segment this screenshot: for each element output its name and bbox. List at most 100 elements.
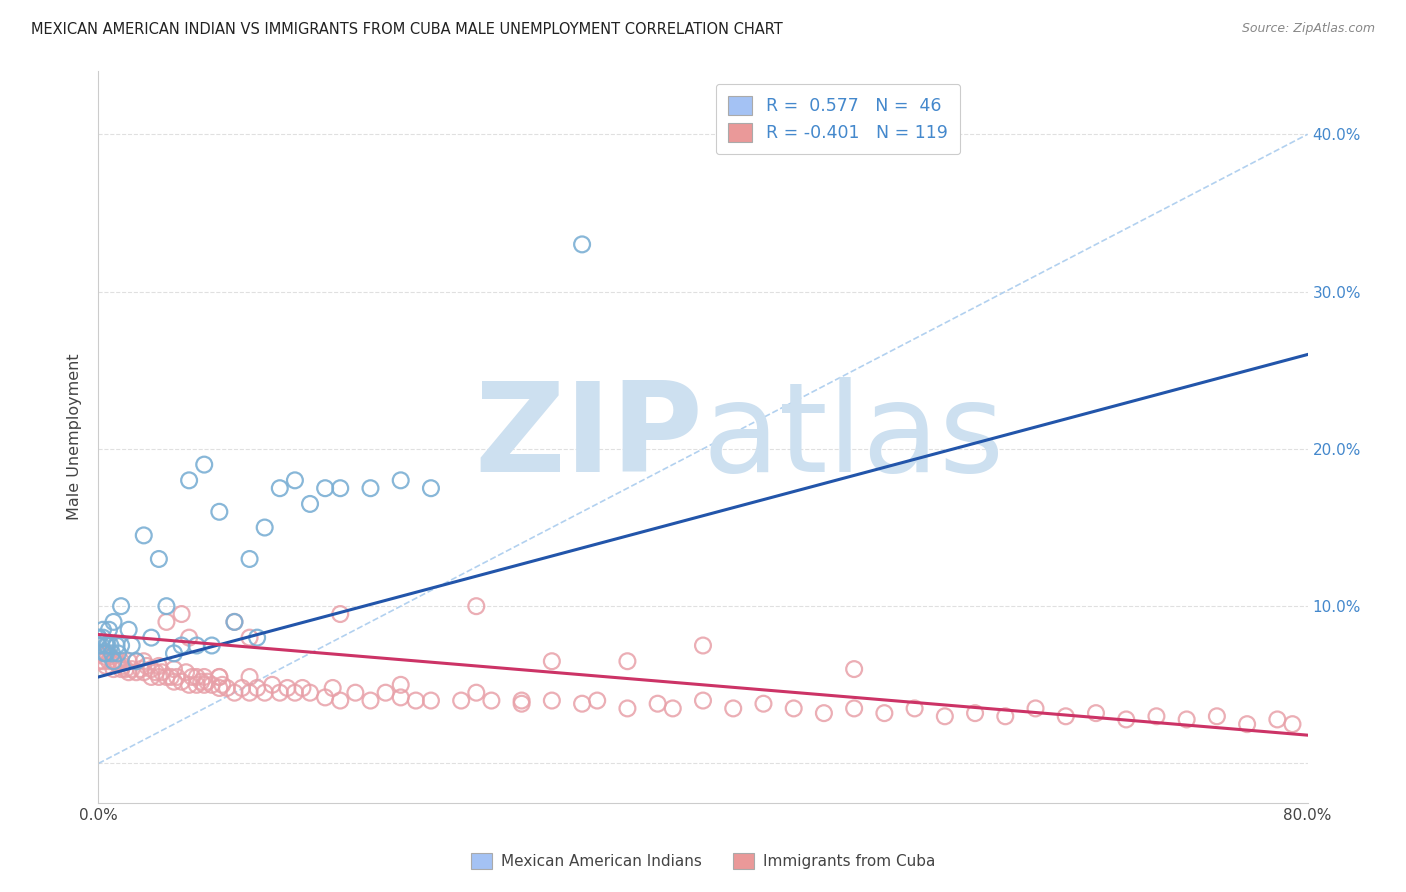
Point [125, 654, 148, 668]
Point [1054, 709, 1077, 723]
Point [420, 481, 443, 495]
Point [299, 686, 322, 700]
Point [87, 631, 110, 645]
Point [465, 686, 488, 700]
Point [314, 481, 336, 495]
Point [98, 623, 121, 637]
Point [163, 646, 186, 660]
Point [231, 681, 253, 695]
Point [269, 686, 291, 700]
Point [87, 639, 110, 653]
Point [103, 654, 125, 668]
Point [510, 693, 533, 707]
Point [450, 693, 472, 707]
Point [783, 701, 806, 715]
Point [186, 639, 208, 653]
Point [201, 639, 224, 653]
Point [284, 686, 307, 700]
Point [965, 706, 987, 720]
Point [94, 659, 117, 673]
Point [100, 649, 122, 664]
Point [215, 681, 238, 695]
Point [692, 639, 714, 653]
Point [405, 693, 427, 707]
Point [105, 654, 128, 668]
Point [934, 709, 956, 723]
Point [284, 473, 307, 487]
Point [107, 646, 129, 660]
Legend: R =  0.577   N =  46, R = -0.401   N = 119: R = 0.577 N = 46, R = -0.401 N = 119 [716, 84, 960, 154]
Point [100, 639, 122, 653]
Point [262, 678, 284, 692]
Point [166, 670, 188, 684]
Text: MEXICAN AMERICAN INDIAN VS IMMIGRANTS FROM CUBA MALE UNEMPLOYMENT CORRELATION CH: MEXICAN AMERICAN INDIAN VS IMMIGRANTS FR… [31, 22, 783, 37]
Point [314, 690, 336, 705]
Point [87, 654, 110, 668]
Point [322, 681, 344, 695]
Point [1206, 709, 1229, 723]
Point [616, 701, 638, 715]
Point [103, 662, 125, 676]
Point [148, 552, 170, 566]
Point [904, 701, 927, 715]
Point [291, 681, 314, 695]
Point [360, 481, 382, 495]
Point [253, 520, 276, 534]
Point [481, 693, 503, 707]
Point [873, 706, 896, 720]
Text: Source: ZipAtlas.com: Source: ZipAtlas.com [1241, 22, 1375, 36]
Point [90, 639, 112, 653]
Text: atlas: atlas [703, 376, 1005, 498]
Point [118, 665, 141, 680]
Point [208, 670, 231, 684]
Point [1267, 713, 1289, 727]
Point [96, 639, 118, 653]
Point [94, 639, 117, 653]
Point [150, 665, 173, 680]
Point [103, 615, 125, 629]
Point [1115, 713, 1137, 727]
Text: ZIP: ZIP [474, 376, 703, 498]
Point [121, 639, 143, 653]
Point [170, 607, 193, 621]
Point [374, 686, 396, 700]
Point [93, 646, 115, 660]
Point [132, 528, 155, 542]
Point [276, 681, 298, 695]
Point [239, 631, 262, 645]
Point [1144, 709, 1167, 723]
Point [224, 615, 246, 629]
Point [145, 665, 167, 680]
Point [389, 678, 412, 692]
Point [121, 662, 143, 676]
Point [208, 670, 231, 684]
Point [844, 662, 866, 676]
Point [246, 681, 269, 695]
Point [723, 701, 745, 715]
Point [174, 665, 197, 680]
Point [193, 670, 215, 684]
Point [344, 686, 367, 700]
Point [329, 481, 352, 495]
Point [141, 670, 163, 684]
Point [193, 678, 215, 692]
Y-axis label: Male Unemployment: Male Unemployment [67, 354, 83, 520]
Point [224, 686, 246, 700]
Point [141, 662, 163, 676]
Point [132, 665, 155, 680]
Point [110, 639, 132, 653]
Point [98, 654, 121, 668]
Point [540, 654, 562, 668]
Point [1236, 717, 1258, 731]
Point [692, 693, 714, 707]
Point [87, 646, 110, 660]
Point [253, 686, 276, 700]
Point [246, 631, 269, 645]
Point [616, 654, 638, 668]
Point [87, 631, 110, 645]
Point [163, 674, 186, 689]
Point [752, 697, 775, 711]
Point [208, 505, 231, 519]
Point [96, 646, 118, 660]
Point [193, 458, 215, 472]
